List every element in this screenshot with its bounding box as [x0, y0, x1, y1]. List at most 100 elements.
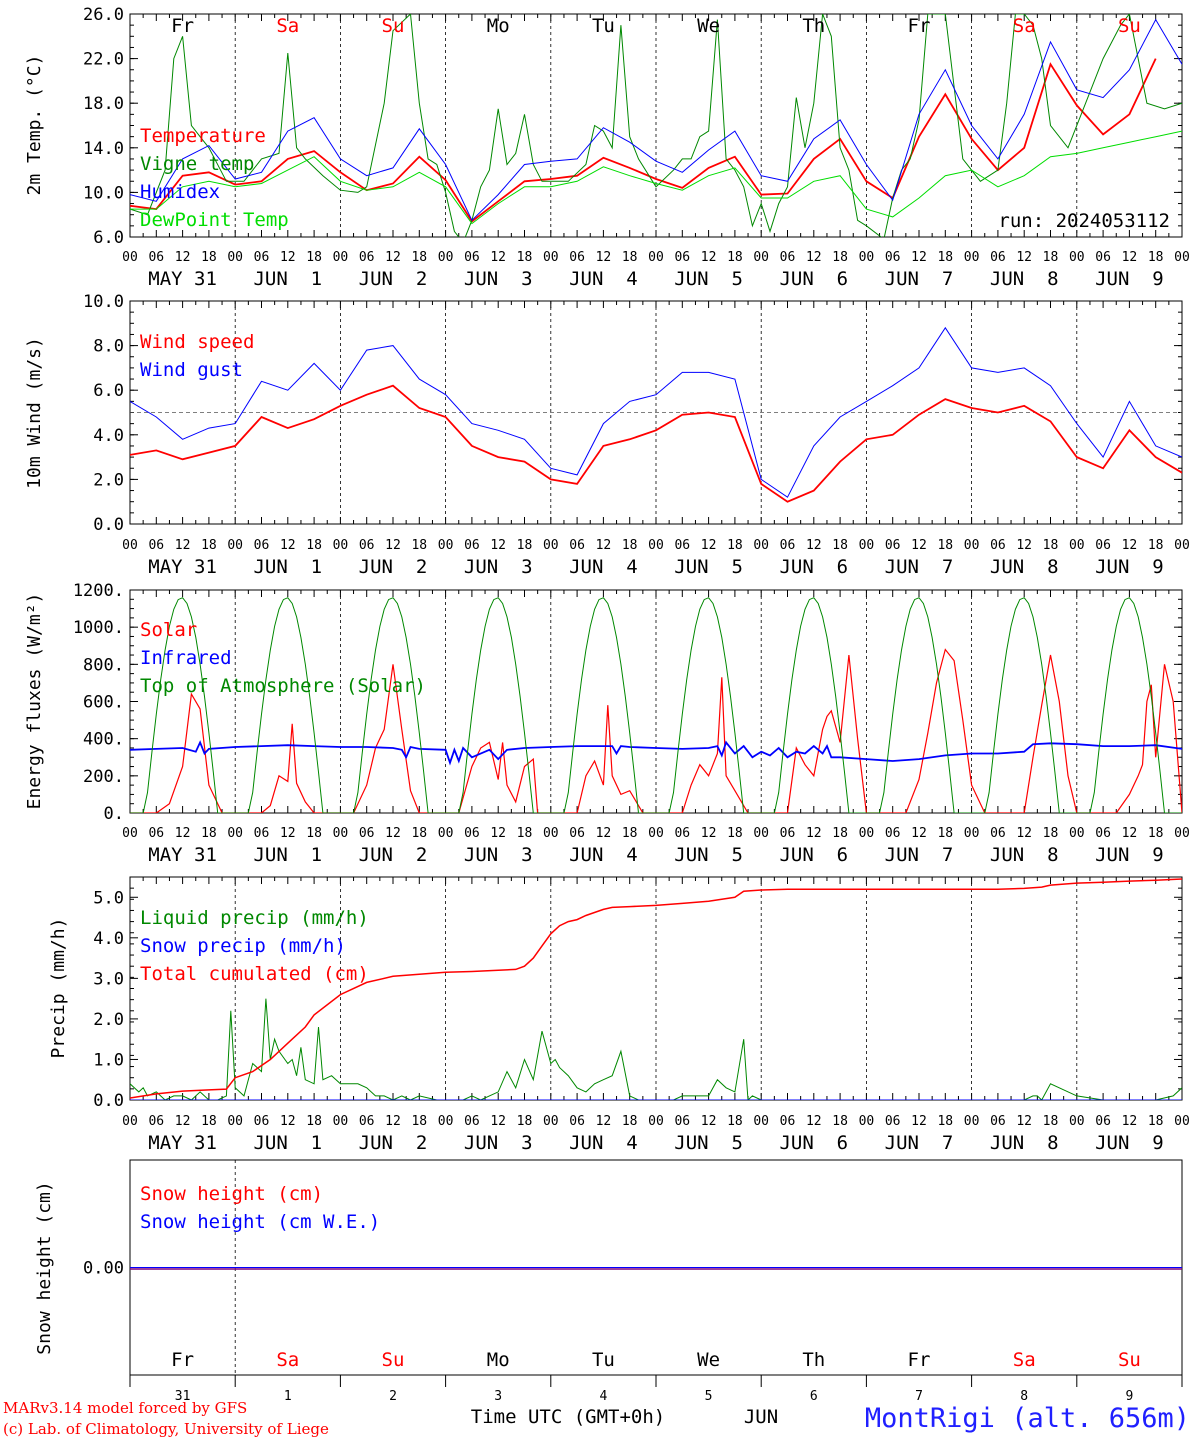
hour-tick-label: 06	[674, 538, 690, 553]
y-tick-label: 6.0	[93, 381, 124, 401]
hour-tick-label: 18	[201, 538, 217, 553]
hour-tick-label: 12	[1016, 826, 1032, 841]
weekday-label: Su	[1118, 1349, 1141, 1371]
weekday-label: Sa	[1013, 15, 1036, 37]
day-number: 6	[810, 1389, 818, 1404]
y-tick-label: 10.0	[83, 183, 124, 203]
date-label: JUN 6	[779, 556, 848, 578]
date-label: JUN 5	[674, 844, 743, 866]
weekday-label: Su	[382, 1349, 405, 1371]
hour-tick-label: 00	[1069, 250, 1085, 265]
hour-tick-label: 06	[464, 538, 480, 553]
hour-tick-label: 18	[727, 1114, 743, 1129]
y-tick-label: 200.	[83, 767, 124, 787]
date-label: JUN 4	[569, 268, 638, 290]
panel-4: 0.0 1.0 2.0 3.0 4.0 5.0 Precip (mm/h) Liquid pr…	[48, 876, 1190, 1154]
date-label: JUN 7	[885, 1132, 954, 1154]
hour-tick-label: 06	[254, 826, 270, 841]
hour-tick-label: 12	[911, 250, 927, 265]
legend-entry: Top of Atmosphere (Solar)	[140, 675, 426, 697]
date-label: JUN 2	[359, 1132, 428, 1154]
hour-tick-label: 06	[148, 538, 164, 553]
hour-tick-label: 00	[543, 826, 559, 841]
y-tick-label: 8.0	[93, 337, 124, 357]
hour-tick-label: 00	[1069, 1114, 1085, 1129]
hour-tick-label: 00	[1174, 826, 1190, 841]
legend-entry: Vigne temp	[140, 153, 254, 175]
weekday-label: Tu	[592, 15, 615, 37]
hour-tick-label: 18	[937, 826, 953, 841]
hour-tick-label: 00	[1069, 826, 1085, 841]
legend-entry: Wind speed	[140, 331, 254, 353]
weekday-label: We	[697, 1349, 720, 1371]
x-axis-title: Time UTC (GMT+0h)	[471, 1406, 665, 1428]
hour-tick-label: 18	[411, 538, 427, 553]
hour-tick-label: 18	[727, 538, 743, 553]
y-tick-label: 2.0	[93, 1010, 124, 1030]
weekday-label: Mo	[487, 1349, 510, 1371]
day-number: 4	[599, 1389, 607, 1404]
hour-tick-label: 06	[674, 250, 690, 265]
date-label: JUN 6	[779, 1132, 848, 1154]
hour-tick-label: 06	[885, 826, 901, 841]
hour-tick-label: 12	[385, 538, 401, 553]
hour-tick-label: 06	[780, 826, 796, 841]
hour-tick-label: 00	[859, 826, 875, 841]
hour-tick-label: 06	[1095, 250, 1111, 265]
y-tick-label: 1.0	[93, 1050, 124, 1070]
date-label: JUN 9	[1095, 268, 1164, 290]
weekday-label: Th	[802, 1349, 825, 1371]
hour-tick-label: 00	[1174, 250, 1190, 265]
date-label: JUN 2	[359, 268, 428, 290]
legend-entry: Infrared	[140, 647, 232, 669]
hour-tick-label: 06	[569, 826, 585, 841]
hour-tick-label: 06	[990, 1114, 1006, 1129]
hour-tick-label: 06	[464, 826, 480, 841]
hour-tick-label: 00	[964, 250, 980, 265]
hour-tick-label: 00	[438, 250, 454, 265]
hour-tick-label: 00	[227, 250, 243, 265]
hour-tick-label: 12	[1122, 538, 1138, 553]
weekday-label: Fr	[171, 1349, 194, 1371]
run-label: run: 2024053112	[998, 210, 1170, 232]
legend-entry: Snow height (cm)	[140, 1183, 323, 1205]
series-line-infrared	[130, 740, 1182, 766]
y-tick-label: 18.0	[83, 94, 124, 114]
hour-tick-label: 18	[411, 250, 427, 265]
hour-tick-label: 18	[411, 826, 427, 841]
hour-tick-label: 18	[727, 826, 743, 841]
day-number: 5	[705, 1389, 713, 1404]
hour-tick-label: 06	[674, 826, 690, 841]
date-label: JUN 9	[1095, 1132, 1164, 1154]
series-line-wind-speed	[130, 384, 1182, 503]
panel-3: 0. 200. 400. 600. 800. 1000. 1200. Energy fluxe…	[24, 581, 1190, 866]
y-axis-title: Snow height (cm)	[34, 1181, 55, 1354]
hour-tick-label: 12	[1016, 1114, 1032, 1129]
hour-tick-label: 00	[333, 826, 349, 841]
y-axis-title: 2m Temp. (°C)	[24, 55, 45, 196]
weekday-label: Su	[382, 15, 405, 37]
date-label: JUN 6	[779, 268, 848, 290]
hour-tick-label: 00	[438, 1114, 454, 1129]
weekday-label: Fr	[908, 1349, 931, 1371]
legend-entry: Solar	[140, 619, 197, 641]
hour-tick-label: 06	[569, 538, 585, 553]
hour-tick-label: 00	[1069, 538, 1085, 553]
y-tick-label: 5.0	[93, 888, 124, 908]
hour-tick-label: 00	[227, 826, 243, 841]
panel-5: 0.00 Snow height (cm) Snow height (cm) Snow…	[34, 1159, 1183, 1376]
hour-tick-label: 06	[359, 538, 375, 553]
hour-tick-label: 00	[122, 250, 138, 265]
hour-tick-label: 12	[806, 826, 822, 841]
hour-tick-label: 06	[1095, 826, 1111, 841]
hour-tick-label: 12	[701, 250, 717, 265]
hour-tick-label: 00	[964, 826, 980, 841]
legend-entry: Snow precip (mm/h)	[140, 935, 346, 957]
plot-frame	[129, 13, 1183, 238]
series-line-humidex	[130, 18, 1182, 222]
legend-entry: DewPoint Temp	[140, 209, 289, 231]
hour-tick-label: 12	[385, 826, 401, 841]
y-tick-label: 2.0	[93, 470, 124, 490]
hour-tick-label: 00	[964, 538, 980, 553]
y-tick-label: 4.0	[93, 929, 124, 949]
